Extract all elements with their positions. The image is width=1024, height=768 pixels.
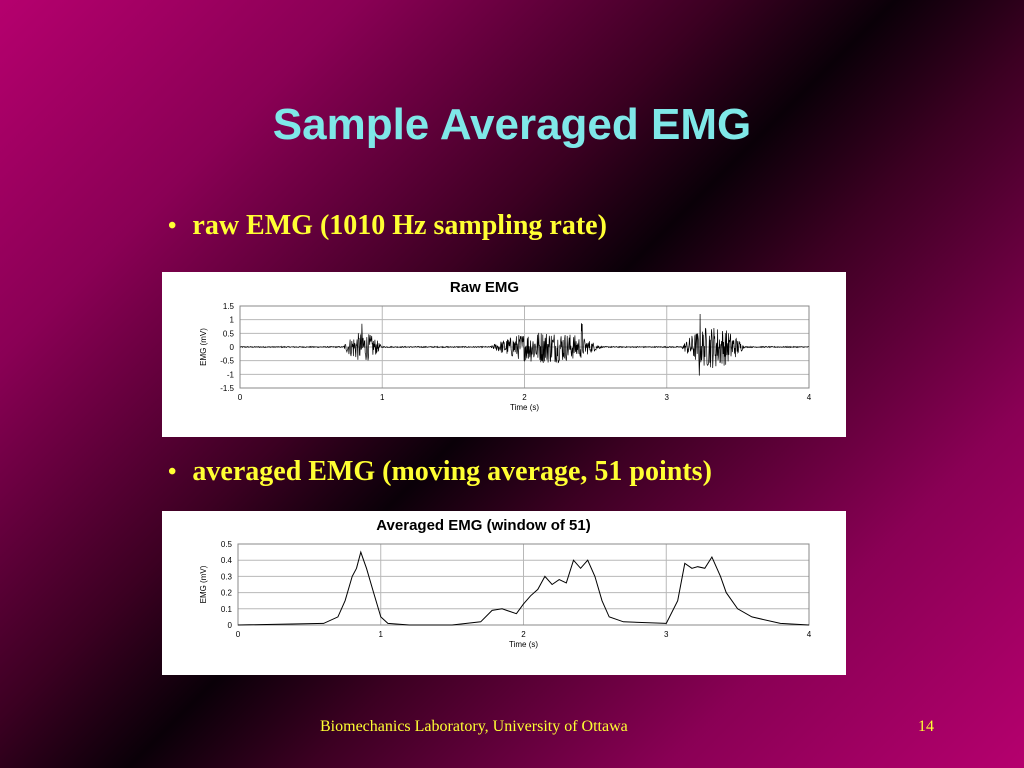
- x-tick-label: 1: [379, 630, 384, 639]
- y-tick-label: 0.5: [221, 540, 233, 549]
- x-tick-label: 3: [664, 630, 669, 639]
- slide-title: Sample Averaged EMG: [272, 100, 752, 149]
- averaged-emg-chart-panel: Averaged EMG (window of 51) 0.5 0.4 0.3 0.2 0…: [162, 511, 846, 675]
- y-tick-label: -1.5: [220, 384, 234, 393]
- averaged-emg-line: [237, 550, 810, 626]
- raw-emg-chart-panel: Raw EMG 1.5 1 0.5 0 -0.5 -1 -1.5 0 1 2 3 4 Time (s) EM…: [162, 272, 846, 437]
- y-tick-label: 0.5: [223, 329, 235, 338]
- y-axis-label: EMG (mV): [199, 328, 208, 366]
- bullet-dot-icon: •: [168, 458, 177, 485]
- y-tick-label: 1.5: [223, 302, 235, 311]
- chart-title: Raw EMG: [450, 279, 519, 296]
- y-tick-label: 0.4: [221, 556, 233, 565]
- y-tick-label: 0: [230, 343, 235, 352]
- y-tick-label: -1: [227, 370, 235, 379]
- x-tick-label: 1: [380, 393, 385, 402]
- chart-title: Averaged EMG (window of 51): [376, 517, 590, 534]
- x-tick-label: 0: [238, 393, 243, 402]
- y-tick-label: -0.5: [220, 357, 234, 366]
- x-axis-label: Time (s): [509, 640, 538, 649]
- x-tick-label: 4: [807, 393, 812, 402]
- x-tick-label: 0: [236, 630, 241, 639]
- bullet-averaged-emg-text: averaged EMG (moving average, 51 points): [192, 456, 712, 487]
- y-tick-label: 1: [230, 316, 235, 325]
- y-tick-label: 0.1: [221, 605, 233, 614]
- x-tick-label: 3: [665, 393, 670, 402]
- footer-text: Biomechanics Laboratory, University of O…: [320, 718, 628, 735]
- plot-area-border: [237, 543, 810, 626]
- y-tick-label: 0.3: [221, 572, 233, 581]
- raw-emg-chart: Raw EMG 1.5 1 0.5 0 -0.5 -1 -1.5 0 1 2 3 4 Time (s) EM…: [199, 279, 812, 412]
- bullet-dot-icon: •: [168, 212, 177, 239]
- x-axis-label: Time (s): [510, 403, 539, 412]
- y-tick-label: 0: [228, 621, 233, 630]
- bullet-raw-emg: • raw EMG (1010 Hz sampling rate): [168, 210, 607, 242]
- y-tick-label: 0.2: [221, 589, 233, 598]
- y-axis-label: EMG (mV): [199, 565, 208, 603]
- averaged-emg-chart: Averaged EMG (window of 51) 0.5 0.4 0.3 0.2 0…: [199, 517, 812, 649]
- bullet-raw-emg-text: raw EMG (1010 Hz sampling rate): [192, 210, 607, 241]
- x-tick-label: 2: [521, 630, 526, 639]
- page-number: 14: [918, 718, 934, 735]
- x-tick-label: 4: [807, 630, 812, 639]
- x-tick-label: 2: [522, 393, 527, 402]
- bullet-averaged-emg: • averaged EMG (moving average, 51 point…: [168, 456, 712, 488]
- raw-emg-signal-line: [239, 313, 809, 376]
